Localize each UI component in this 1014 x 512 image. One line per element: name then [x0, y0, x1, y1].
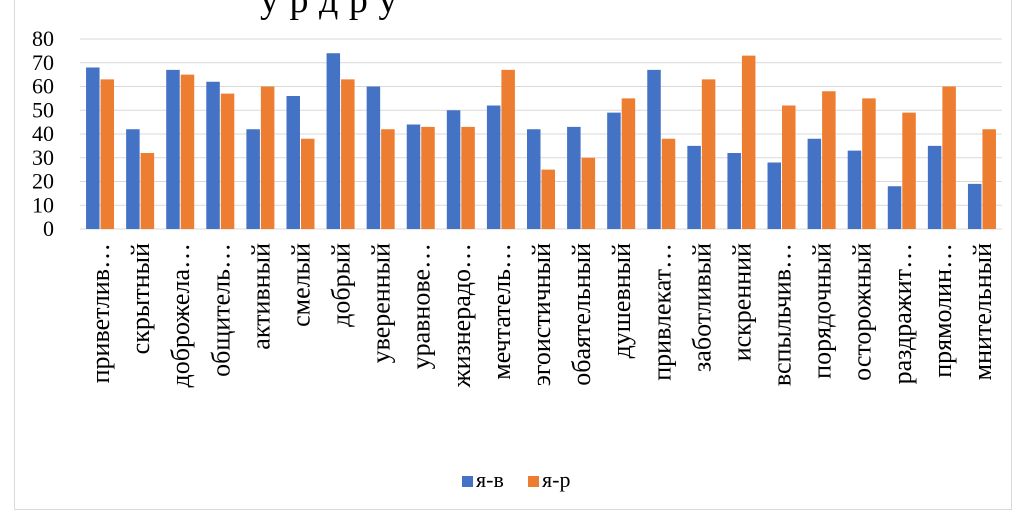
bar-ya-r: [180, 74, 195, 229]
x-category-label: заботливый: [687, 243, 716, 372]
x-category-label: вспыльчив…: [768, 243, 797, 386]
x-category-label: общитель…: [206, 243, 235, 377]
x-category-label: жизнерадо…: [447, 243, 476, 388]
bar-ya-r: [862, 98, 876, 229]
legend-swatch-ya-v: [462, 476, 473, 487]
x-category-label: добрый: [327, 243, 356, 327]
x-category-label: осторожный: [848, 243, 877, 381]
bar-ya-r: [701, 79, 716, 229]
bar-ya-r: [341, 79, 355, 229]
bar-ya-v: [366, 86, 381, 229]
x-category-label: раздражит…: [888, 243, 917, 384]
legend-swatch-ya-r: [528, 476, 539, 487]
bar-ya-v: [607, 112, 621, 229]
bar-ya-r: [381, 129, 395, 229]
bar-ya-v: [847, 150, 862, 229]
x-category-label: скрытный: [126, 243, 155, 354]
bar-ya-r: [982, 129, 996, 229]
x-category-label: порядочный: [808, 243, 837, 379]
bar-ya-v: [527, 129, 541, 229]
y-tick-label: 20: [32, 169, 54, 194]
x-category-label: мнительный: [968, 243, 997, 380]
bar-ya-v: [927, 145, 942, 229]
bar-ya-r: [461, 126, 475, 229]
bars: [86, 53, 996, 229]
bar-ya-v: [326, 53, 341, 229]
legend-label: я-р: [542, 467, 570, 492]
y-tick-label: 80: [32, 26, 54, 51]
y-tick-label: 50: [32, 97, 54, 122]
bar-ya-r: [501, 69, 515, 229]
bar-ya-v: [486, 105, 501, 229]
bar-ya-v: [86, 67, 100, 229]
bar-ya-v: [567, 126, 581, 229]
x-category-label: уверенный: [367, 243, 396, 364]
x-category-label: доброжела…: [166, 243, 195, 388]
bar-ya-r: [942, 86, 956, 229]
bar-ya-v: [166, 69, 180, 229]
bar-ya-r: [581, 157, 596, 229]
x-axis: приветлив… скрытный доброжела… общитель… акт…: [86, 243, 997, 388]
x-category-label: привлекат…: [647, 243, 676, 381]
y-tick-label: 40: [32, 121, 54, 146]
x-category-label: искренний: [727, 243, 756, 361]
y-tick-label: 60: [32, 74, 54, 99]
y-tick-label: 0: [43, 216, 54, 241]
bar-ya-r: [661, 138, 676, 229]
bar-ya-v: [246, 129, 260, 229]
x-category-label: смелый: [286, 243, 315, 327]
x-category-label: обаятельный: [567, 243, 596, 386]
legend: я-в я-р: [462, 467, 570, 492]
bar-ya-r: [100, 79, 115, 229]
bar-ya-v: [647, 69, 661, 229]
x-category-label: прямолин…: [928, 243, 957, 378]
bar-ya-v: [446, 110, 461, 229]
x-category-label: мечтатель…: [487, 243, 516, 380]
bar-ya-r: [140, 153, 155, 229]
bar-ya-v: [807, 138, 822, 229]
chart-frame: [14, 0, 1012, 510]
x-category-label: душевный: [607, 243, 636, 358]
chart-title-fragment: у р д р у: [260, 0, 398, 21]
bar-ya-r: [541, 169, 555, 229]
bar-ya-v: [967, 183, 982, 229]
bar-ya-r: [260, 86, 275, 229]
y-tick-label: 10: [32, 192, 54, 217]
x-category-label: уравнове…: [407, 243, 436, 369]
bar-ya-r: [822, 91, 836, 229]
bar-ya-r: [621, 98, 636, 229]
bar-ya-v: [206, 81, 220, 229]
x-category-label: активный: [246, 243, 275, 350]
bar-ya-v: [887, 186, 902, 229]
bar-ya-v: [767, 162, 782, 229]
bar-ya-v: [727, 153, 741, 229]
legend-label: я-в: [476, 467, 504, 492]
bar-ya-r: [220, 93, 235, 229]
x-category-label: эгоистичный: [527, 243, 556, 386]
bar-ya-v: [126, 129, 140, 229]
bar-ya-r: [741, 55, 756, 229]
y-tick-label: 30: [32, 145, 54, 170]
bar-ya-v: [286, 96, 300, 229]
bar-ya-r: [300, 138, 315, 229]
bar-ya-r: [421, 126, 435, 229]
bar-ya-v: [406, 124, 421, 229]
bar-ya-r: [782, 105, 796, 229]
x-category-label: приветлив…: [86, 243, 115, 383]
bar-ya-r: [902, 112, 916, 229]
bar-ya-v: [687, 145, 701, 229]
y-tick-label: 70: [32, 50, 54, 75]
